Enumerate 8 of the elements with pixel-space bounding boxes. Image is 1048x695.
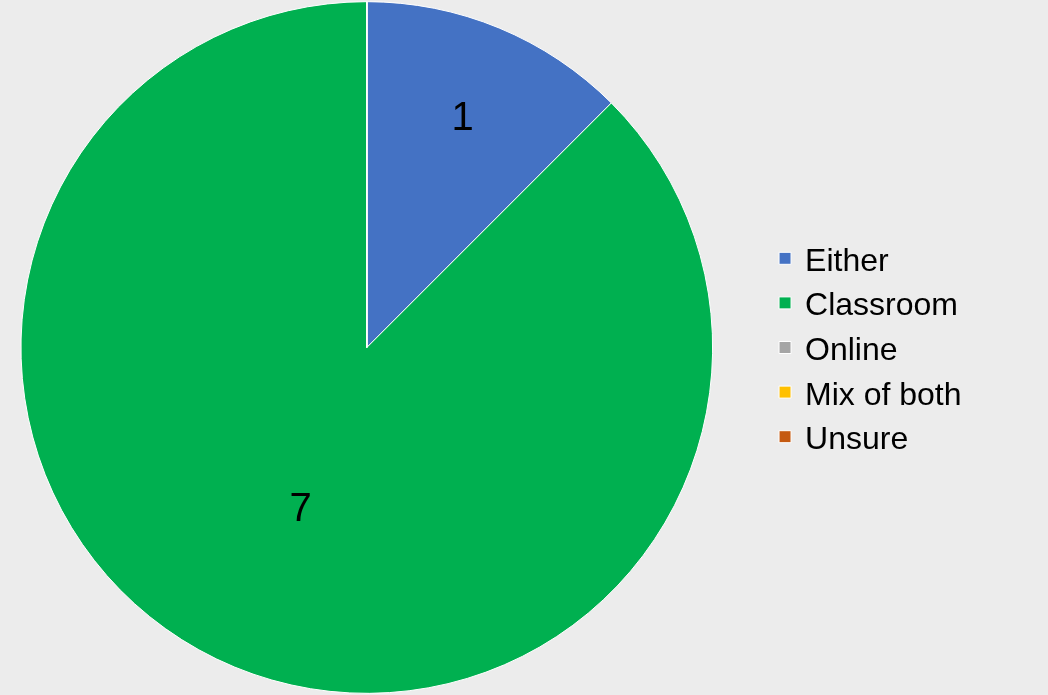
data-label: 7	[289, 485, 312, 530]
legend-label: Online	[805, 330, 898, 367]
data-label: 1	[451, 94, 474, 139]
legend-label: Either	[805, 241, 889, 278]
legend-label: Mix of both	[805, 375, 962, 412]
legend-label: Unsure	[805, 420, 909, 457]
legend-label: Classroom	[805, 286, 958, 323]
pie-slice	[20, 1, 714, 694]
